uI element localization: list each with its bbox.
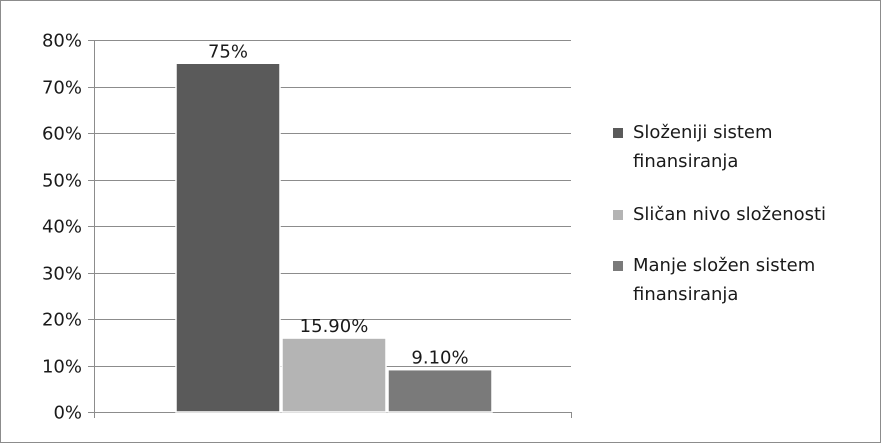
- y-tick-label: 50%: [42, 171, 82, 192]
- data-labels: 75% 15.90% 9.10%: [208, 41, 469, 368]
- data-label-manje: 9.10%: [411, 348, 468, 369]
- bar-slozeniji: [175, 62, 281, 413]
- legend-label-line2: finansiranja: [633, 151, 739, 172]
- legend-swatch-manje: [613, 261, 623, 271]
- y-tick-label: 60%: [42, 124, 82, 145]
- y-tick-label: 10%: [42, 357, 82, 378]
- data-label-slican: 15.90%: [300, 316, 369, 337]
- legend-item-slozeniji: Složeniji sistem finansiranja: [610, 118, 875, 176]
- y-tick-label: 80%: [42, 31, 82, 52]
- legend: Složeniji sistem finansiranja Sličan niv…: [610, 118, 875, 309]
- legend-item-manje: Manje složen sistem finansiranja: [610, 251, 875, 309]
- legend-label-line1: Složeniji sistem: [633, 122, 773, 143]
- legend-swatch-slican: [613, 210, 623, 220]
- bars: [175, 62, 493, 413]
- gridlines: [94, 40, 571, 367]
- y-tick-label: 40%: [42, 217, 82, 238]
- data-label-slozeniji: 75%: [208, 41, 248, 62]
- legend-swatch-slozeniji: [613, 128, 623, 138]
- y-tick-label: 70%: [42, 78, 82, 99]
- legend-label-line1: Sličan nivo složenosti: [633, 204, 827, 225]
- bar-slican: [281, 337, 387, 413]
- legend-label-line2: finansiranja: [633, 284, 739, 305]
- legend-label-line1: Manje složen sistem: [633, 255, 816, 276]
- y-tick-label: 30%: [42, 264, 82, 285]
- legend-item-slican: Sličan nivo složenosti: [610, 200, 875, 229]
- y-tick-label: 0%: [53, 403, 82, 424]
- y-tick-label: 20%: [42, 310, 82, 331]
- bar-manje: [387, 368, 493, 413]
